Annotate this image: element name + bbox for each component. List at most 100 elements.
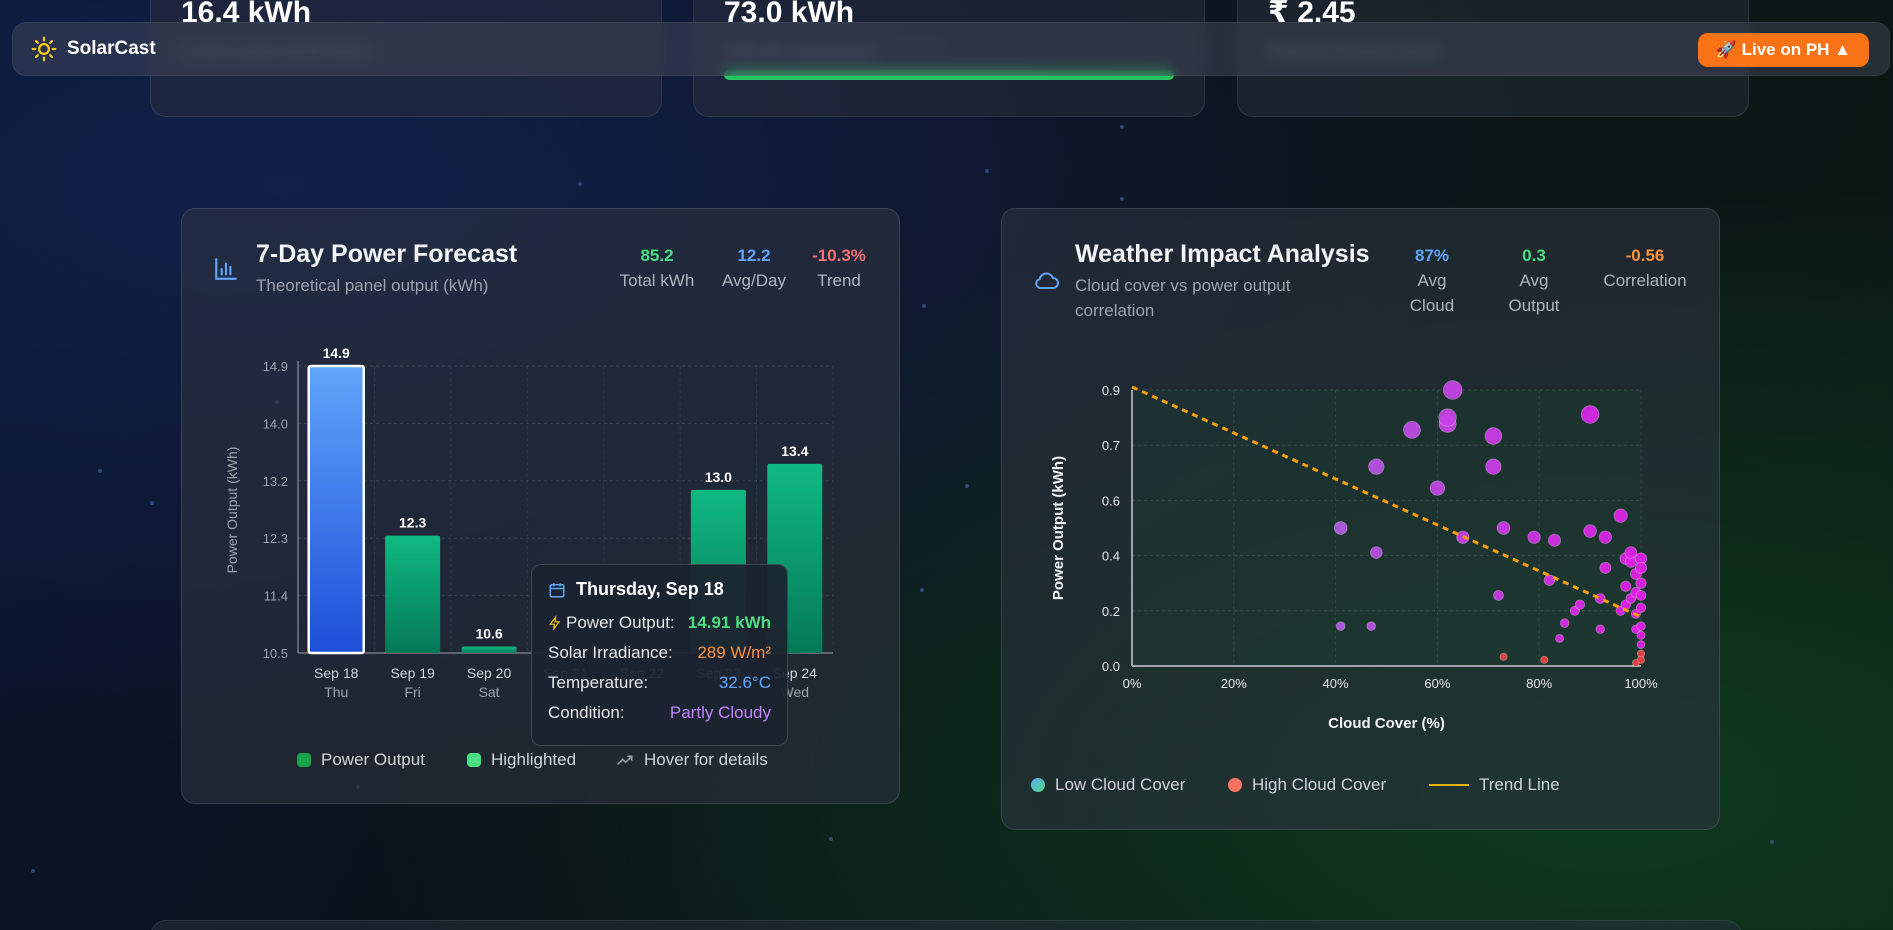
tooltip-irradiance-row: Solar Irradiance: 289 W/m² [548, 642, 771, 664]
bar-value-label: 13.4 [781, 443, 808, 459]
background-dot [98, 469, 102, 473]
x-tick-day-label: Fri [404, 684, 420, 700]
legend-low-cloud: Low Cloud Cover [1031, 775, 1185, 795]
background-dot [922, 304, 926, 308]
forecast-title: 7-Day Power Forecast [256, 240, 518, 268]
weather-panel [1001, 208, 1720, 830]
tooltip-power-label: Power Output: [566, 613, 675, 632]
y-tick-label: 13.2 [263, 474, 288, 489]
scatter-point [1370, 546, 1383, 559]
tooltip-cond-value: Partly Cloudy [669, 703, 771, 722]
scatter-point [1368, 458, 1385, 475]
legend-label: Low Cloud Cover [1055, 775, 1186, 794]
weather-subtitle-line2: correlation [1075, 301, 1155, 320]
background-dot [31, 869, 35, 873]
y-tick-label: 10.5 [263, 646, 288, 661]
stat-total-kwh: 85.2 Total kWh [617, 243, 697, 293]
bolt-icon [549, 615, 561, 631]
legend-trend-line: Trend Line [1429, 775, 1560, 795]
legend-label: Power Output [321, 750, 425, 769]
weather-subtitle-line1: Cloud cover vs power output [1075, 276, 1291, 295]
tooltip-irradiance-value: 289 W/m² [697, 643, 771, 662]
scatter-point [1635, 590, 1647, 601]
scatter-point [1580, 405, 1600, 424]
scatter-point [1583, 524, 1597, 538]
stat-label: Trend [817, 271, 861, 290]
bar-value-label: 10.6 [475, 625, 502, 641]
bar-chart-icon [215, 258, 237, 280]
weather-scatter-chart[interactable]: 0.0 0.2 0.4 0.6 0.7 0.9 0% 20% 40% 60% 80% 100% Clou… [1001, 360, 1720, 750]
scatter-point [1333, 521, 1348, 535]
bar [385, 535, 441, 653]
scatter-point [1484, 427, 1503, 445]
live-on-ph-button[interactable]: 🚀 Live on PH ▲ [1697, 33, 1869, 67]
scatter-point [1574, 599, 1586, 610]
plot-area [1132, 390, 1641, 666]
x-tick-label: 80% [1526, 676, 1552, 691]
x-tick-day-label: Sat [479, 684, 500, 700]
stat-label: Avg [1417, 271, 1447, 290]
x-tick-label: 40% [1323, 676, 1349, 691]
x-tick-label: Sep 19 [390, 665, 435, 681]
background-dot [1770, 840, 1774, 844]
scatter-point [1624, 546, 1638, 559]
stat-label: Cloud [1409, 296, 1455, 315]
calendar-icon [549, 582, 565, 597]
scatter-point [1555, 633, 1565, 643]
y-tick-label: 0.7 [1102, 438, 1120, 453]
stat-label: Avg/Day [722, 271, 786, 290]
legend-label: Highlighted [491, 750, 577, 769]
legend-swatch [467, 753, 481, 767]
stat-avg-cloud: 87% Avg Cloud [1392, 243, 1472, 318]
legend-label: Hover for details [644, 750, 768, 769]
trend-line [1131, 385, 1642, 619]
scatter-point [1635, 602, 1647, 613]
bar-value-label: 13.0 [705, 469, 732, 485]
x-tick-label: 100% [1624, 676, 1658, 691]
scatter-point [1635, 561, 1647, 574]
bar [307, 364, 365, 655]
x-tick-label: 20% [1221, 676, 1247, 691]
scatter-point [1366, 621, 1376, 631]
top-navbar: SolarCast 🚀 Live on PH ▲ [12, 22, 1890, 76]
background-dot [150, 501, 154, 505]
scatter-point [1493, 590, 1504, 601]
stat-avg-day: 12.2 Avg/Day [714, 243, 794, 293]
scatter-point [1636, 640, 1646, 649]
stat-value: -10.3% [812, 246, 866, 265]
scatter-point [1559, 618, 1570, 628]
scatter-point [1335, 621, 1346, 631]
stat-correlation: -0.56 Correlation [1590, 243, 1700, 293]
brand[interactable]: SolarCast [31, 36, 156, 62]
legend-highlighted: Highlighted [467, 750, 576, 770]
y-tick-label: 14.0 [263, 416, 288, 431]
tooltip-cond-label: Condition: [548, 703, 625, 722]
tooltip-condition-row: Condition: Partly Cloudy [548, 702, 771, 724]
legend-high-cloud: High Cloud Cover [1228, 775, 1386, 795]
background-dot [920, 588, 924, 592]
stat-label: Output [1508, 296, 1560, 315]
legend-swatch [1228, 778, 1242, 792]
x-tick-label: Sep 18 [314, 665, 359, 681]
forecast-subtitle: Theoretical panel output (kWh) [256, 276, 489, 295]
y-tick-label: 0.4 [1102, 549, 1120, 564]
legend-hover-details: Hover for details [616, 750, 768, 770]
tooltip-power-value: 14.91 kWh [687, 613, 771, 632]
stat-label: Total kWh [619, 271, 695, 290]
tooltip-date: Thursday, Sep 18 [576, 579, 724, 599]
stat-value: 0.3 [1522, 246, 1546, 265]
stat-trend: -10.3% Trend [799, 243, 879, 293]
x-tick-label: 60% [1424, 676, 1450, 691]
scatter-point [1620, 580, 1632, 592]
scatter-point [1598, 530, 1613, 544]
brand-name: SolarCast [67, 38, 156, 59]
tooltip-power-row: Power Output: 14.91 kWh [548, 612, 771, 634]
background-dot [578, 182, 582, 186]
scatter-point [1496, 521, 1511, 535]
tooltip-temp-row: Temperature: 32.6°C [548, 672, 771, 694]
background-dot [965, 484, 969, 488]
tooltip-temp-value: 32.6°C [718, 673, 771, 692]
trending-up-icon [616, 755, 633, 766]
x-axis-title: Cloud Cover (%) [1328, 715, 1445, 732]
bar-value-label: 12.3 [399, 515, 426, 531]
